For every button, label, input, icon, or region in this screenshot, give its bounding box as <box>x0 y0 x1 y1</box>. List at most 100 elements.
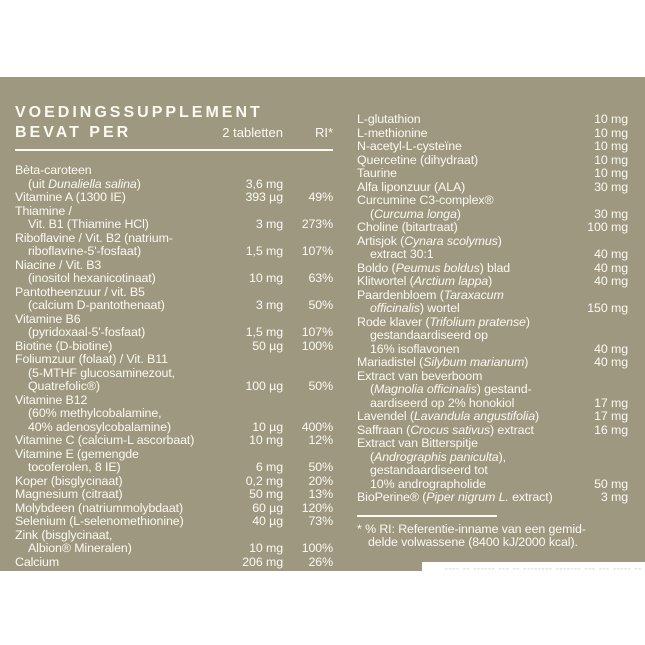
table-row: N-acetyl-L-cysteïne 10 mg <box>357 139 628 154</box>
table-row: Niacine / Vit. B3 (inositol hexanicotinaa… <box>15 258 333 286</box>
ri-percentage: 273% <box>301 217 333 231</box>
table-row: Extract van Bitterspitje (Andrographis pa… <box>357 436 628 492</box>
ingredient-line: 40% adenosylcobalamine) 10 µg 400% <box>15 419 333 435</box>
amount-value: 393 µg <box>245 190 283 204</box>
ingredient-name: Magnesium (citraat) <box>15 487 123 501</box>
ingredient-name: Vit. B1 (Thiamine HCl) <box>28 217 149 231</box>
ingredient-name: Molybdeen (natriummolybdaat) <box>15 500 183 515</box>
ingredient-line: Thiamine / <box>15 204 333 219</box>
ingredient-line: 10% andrographolide 50 mg <box>357 477 628 492</box>
ingredient-line: extract 30:1 40 mg <box>357 247 628 262</box>
ingredient-name: riboflavine-5'-fosfaat) <box>28 244 142 258</box>
ingredient-name: 16% isoflavonen <box>370 341 460 356</box>
table-row: Pantotheenzuur / vit. B5 (calcium D-panto… <box>15 285 333 313</box>
amount-value: 40 µg <box>252 514 283 528</box>
table-row: Extract van beverboom (Magnolia officinal… <box>357 369 628 411</box>
ingredient-line: Riboflavine / Vit. B2 (natrium- <box>15 231 333 246</box>
right-ingredient-list: L-glutathion 10 mg L-methionine 10 mg N-acet… <box>357 112 628 505</box>
ingredient-line: Koper (bisglycinaat) 0,2 mg 20% <box>15 473 334 489</box>
table-row: Quercetine (dihydraat) 10 mg <box>357 152 628 168</box>
table-row: Molybdeen (natriummolybdaat) 60 µg 120% <box>15 500 333 516</box>
ingredient-line: Extract van Bitterspitje <box>357 436 628 451</box>
ingredient-name: Bèta-caroteen <box>15 163 92 177</box>
ingredient-name: L-glutathion <box>357 112 421 126</box>
ri-percentage: 120% <box>301 500 333 515</box>
table-row: Saffraan (Crocus sativus) extract 16 mg <box>357 422 628 438</box>
ingredient-name: 40% adenosylcobalamine) <box>28 419 172 434</box>
ingredient-name: (60% methylcobalamine, <box>28 406 162 420</box>
ingredient-line: Saffraan (Crocus sativus) extract 16 mg <box>357 422 628 438</box>
table-row: Lavendel (Lavandula angustifolia) 17 mg <box>357 409 628 424</box>
amount-value: 10 mg <box>594 125 628 140</box>
cutoff-text-fragment: ---- -- ------ --- -- -------- ------- -… <box>445 564 645 573</box>
ri-percentage: 20% <box>308 473 334 488</box>
amount-value: 206 mg <box>242 554 283 569</box>
left-ingredient-list: Bèta-caroteen (uit Dunaliella salina) 3,6 … <box>15 163 334 570</box>
ingredient-line: Selenium (L-selenomethionine) 40 µg 73% <box>15 514 334 529</box>
table-row: Boldo (Peumus boldus) blad 40 mg <box>357 260 628 276</box>
ingredient-name: Vitamine B12 <box>15 392 88 407</box>
ingredient-line: Vit. B1 (Thiamine HCl) 3 mg 273% <box>15 217 333 232</box>
ingredient-line: Vitamine B12 <box>15 392 333 408</box>
ingredient-line: Boldo (Peumus boldus) blad 40 mg <box>357 260 628 276</box>
ingredient-name: (uit Dunaliella salina) <box>28 176 141 191</box>
amount-value: 10 mg <box>249 271 283 285</box>
table-row: Biotine (D-biotine) 50 µg 100% <box>15 338 333 354</box>
ingredient-name: Vitamine E (gemengde <box>15 446 139 461</box>
ingredient-line: Klitwortel (Arctium lappa) 40 mg <box>357 274 628 289</box>
table-row: Thiamine / Vit. B1 (Thiamine HCl) 3 mg 273% <box>15 204 333 232</box>
ingredient-name: Choline (bitartraat) <box>357 220 458 234</box>
ingredient-name: Taurine <box>357 166 397 180</box>
ri-percentage: 26% <box>308 554 334 569</box>
ingredient-name: L-methionine <box>357 125 428 140</box>
table-row: Selenium (L-selenomethionine) 40 µg 73% <box>15 514 334 529</box>
ingredient-name: N-acetyl-L-cysteïne <box>357 139 462 153</box>
ingredient-line: 16% isoflavonen 40 mg <box>357 341 628 357</box>
ingredient-line: Mariadistel (Silybum marianum) 40 mg <box>357 355 628 370</box>
ingredient-name: Artisjok (Cynara scolymus) <box>357 233 502 248</box>
ingredient-name: Curcumine C3-complex® <box>357 193 494 207</box>
amount-value: 40 mg <box>594 260 628 275</box>
ingredient-name: Vitamine B6 <box>15 311 81 326</box>
ingredient-line: Calcium 206 mg 26% <box>15 554 334 570</box>
table-row: L-methionine 10 mg <box>357 125 628 141</box>
label-edge-cutout: ---- -- ------ --- -- -------- ------- -… <box>422 562 645 575</box>
column-header-amount: 2 tabletten <box>222 125 283 140</box>
ingredient-name: Albion® Mineralen) <box>28 541 132 555</box>
ingredient-name: (pyridoxaal-5'-fosfaat) <box>28 325 146 339</box>
ingredient-line: Quatrefolic®) 100 µg 50% <box>15 379 333 394</box>
ingredient-line: L-glutathion 10 mg <box>357 112 628 127</box>
ingredient-line: (60% methylcobalamine, <box>15 406 333 421</box>
ingredient-line: Alfa liponzuur (ALA) 30 mg <box>357 179 628 195</box>
ingredient-name: BioPerine® (Piper nigrum L. extract) <box>357 490 553 504</box>
ingredient-name: Alfa liponzuur (ALA) <box>357 179 466 194</box>
ingredient-line: (Curcuma longa) 30 mg <box>357 207 628 222</box>
amount-value: 40 mg <box>594 341 628 356</box>
amount-value: 10 mg <box>594 152 628 167</box>
amount-value: 100 µg <box>245 379 283 393</box>
ingredient-line: Extract van beverboom <box>357 369 628 384</box>
ingredient-name: Biotine (D-biotine) <box>15 338 113 353</box>
ingredient-line: Zink (bisglycinaat, <box>15 528 333 543</box>
amount-value: 30 mg <box>594 179 628 194</box>
table-row: Riboflavine / Vit. B2 (natrium-riboflavi… <box>15 231 333 259</box>
ingredient-line: Biotine (D-biotine) 50 µg 100% <box>15 338 333 354</box>
ingredient-line: Curcumine C3-complex® <box>357 193 628 208</box>
right-column: L-glutathion 10 mg L-methionine 10 mg N-acet… <box>357 112 628 550</box>
amount-value: 150 mg <box>587 301 628 315</box>
ri-percentage: 100% <box>301 541 333 555</box>
ri-percentage: 73% <box>308 514 334 528</box>
table-row: Vitamine C (calcium-L ascorbaat) 10 mg 12% <box>15 433 333 448</box>
ingredient-line: riboflavine-5'-fosfaat) 1,5 mg 107% <box>15 244 333 259</box>
footnote-divider <box>357 514 497 517</box>
table-row: BioPerine® (Piper nigrum L. extract) 3 mg <box>357 490 628 505</box>
ri-percentage: 100% <box>301 338 333 353</box>
table-row: Vitamine A (1300 IE) 393 µg 49% <box>15 190 333 205</box>
table-row: Vitamine B12 (60% methylcobalamine, 40% ad… <box>15 392 333 435</box>
amount-value: 10 mg <box>594 112 628 126</box>
amount-value: 10 mg <box>594 166 628 180</box>
ingredient-line: (Magnolia officinalis) gestand- <box>357 382 628 397</box>
table-row: L-glutathion 10 mg <box>357 112 628 127</box>
amount-value: 40 mg <box>594 247 628 261</box>
ingredient-name: Saffraan (Crocus sativus) extract <box>357 422 534 437</box>
